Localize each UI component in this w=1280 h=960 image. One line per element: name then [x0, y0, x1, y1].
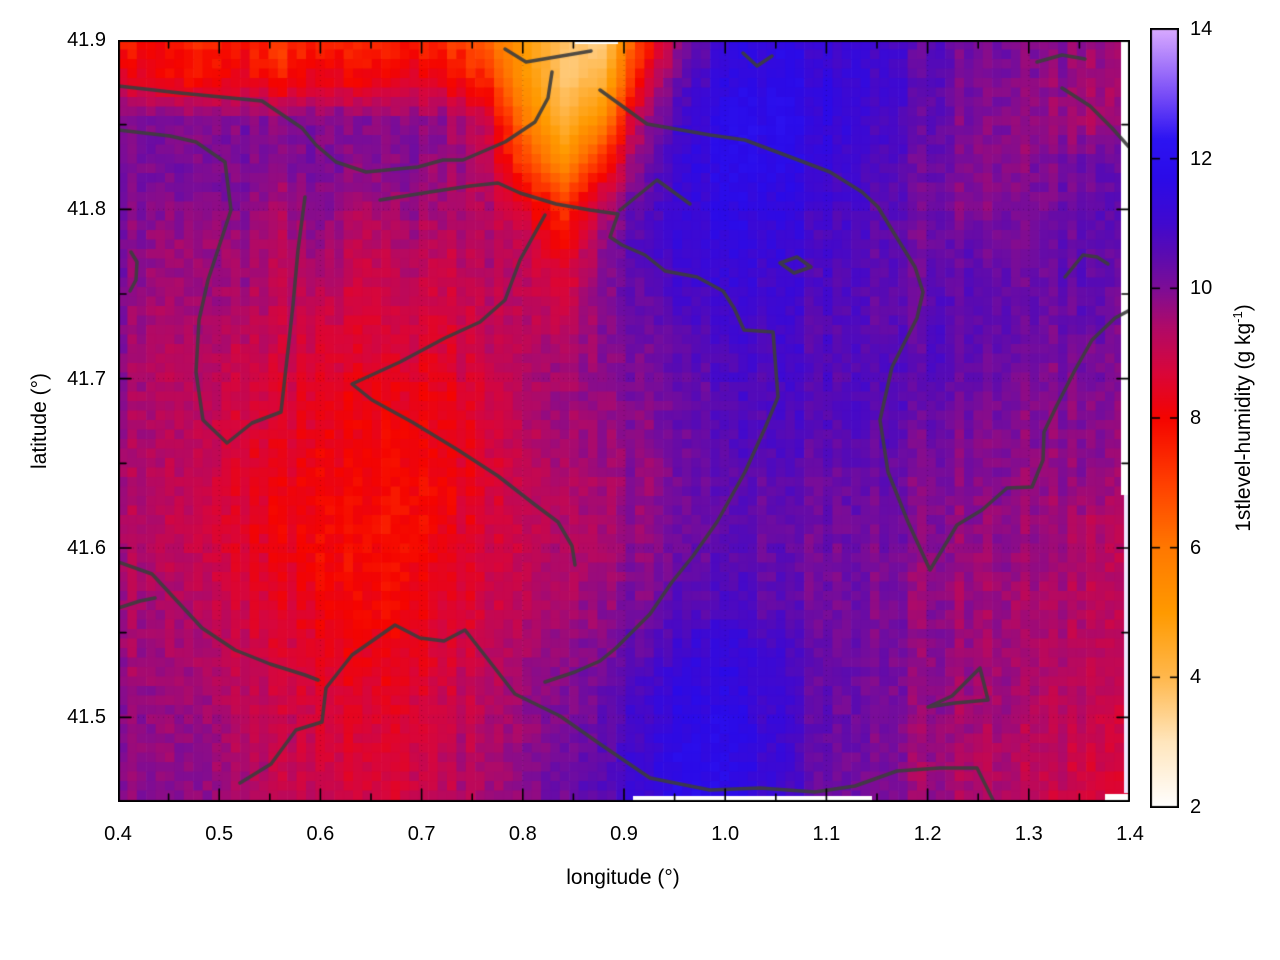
y-tick-label: 41.9 — [67, 29, 106, 51]
colorbar-tick-label: 2 — [1190, 796, 1202, 818]
y-tick-label: 41.6 — [67, 537, 106, 559]
x-tick-label: 1.2 — [913, 823, 942, 845]
colorbar-label-text: 1stlevel-humidity (g kg — [1232, 322, 1255, 532]
heatmap-canvas — [118, 40, 1130, 802]
colorbar-tick-label: 6 — [1190, 536, 1202, 559]
x-axis-label: longitude (°) — [566, 866, 680, 889]
y-tick-label: 41.7 — [67, 367, 106, 390]
colorbar-tick-label: 14 — [1190, 18, 1213, 40]
colorbar-label-end: ) — [1232, 304, 1255, 312]
x-tick-label: 0.9 — [610, 823, 638, 845]
y-axis-label: latitude (°) — [28, 373, 51, 469]
y-tick-label: 41.8 — [67, 198, 106, 221]
x-tick-label: 0.5 — [205, 823, 234, 845]
colorbar-label-sup: -1 — [1230, 311, 1245, 323]
x-tick-label: 0.8 — [508, 823, 537, 845]
x-tick-label: 1.4 — [1116, 823, 1144, 845]
colorbar-tick-label: 4 — [1190, 666, 1202, 689]
colorbar-canvas — [1150, 28, 1179, 808]
x-tick-label: 1.3 — [1014, 823, 1043, 845]
x-tick-label: 1.1 — [812, 823, 841, 845]
x-tick-label: 0.7 — [407, 823, 436, 845]
x-tick-label: 0.4 — [104, 823, 132, 845]
colorbar-tick-label: 12 — [1190, 147, 1213, 170]
colorbar-tick-label: 10 — [1190, 277, 1213, 300]
x-tick-label: 0.6 — [306, 823, 335, 845]
colorbar-tick-label: 8 — [1190, 407, 1202, 429]
colorbar-label: 1stlevel-humidity (g kg-1) — [1230, 304, 1256, 531]
x-tick-label: 1.0 — [711, 823, 740, 845]
y-tick-label: 41.5 — [67, 706, 106, 729]
